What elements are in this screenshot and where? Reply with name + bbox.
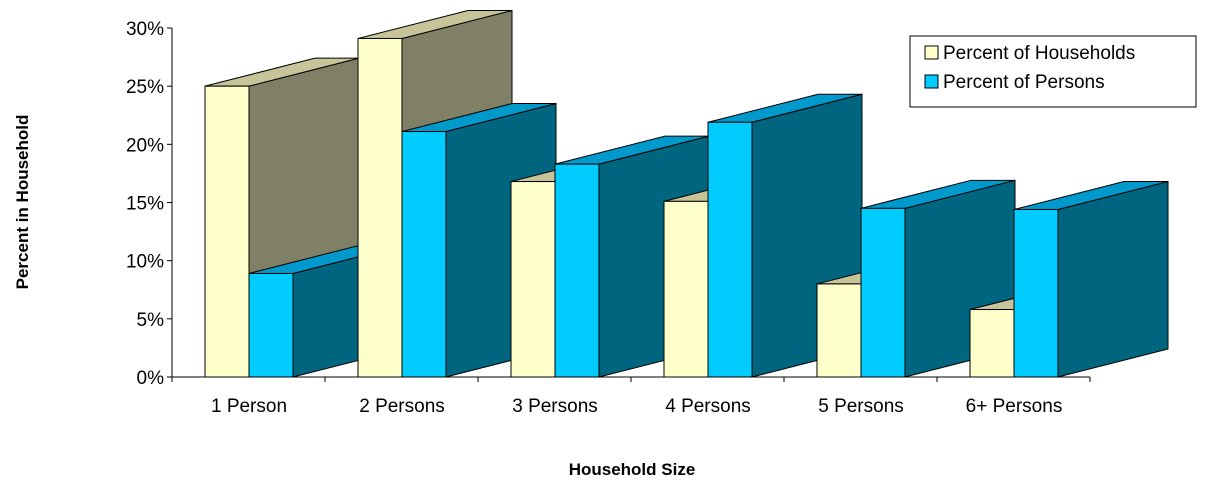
y-tick-label: 20%	[126, 135, 164, 156]
x-tick-label: 2 Persons	[359, 396, 445, 417]
y-tick-label: 30%	[126, 19, 164, 40]
y-tick-label: 15%	[126, 194, 164, 215]
x-tick-label: 3 Persons	[512, 396, 598, 417]
legend-label: Percent of Persons	[943, 72, 1105, 93]
legend-label: Percent of Households	[943, 43, 1135, 64]
y-tick-label: 0%	[137, 368, 165, 389]
bar-persons-front	[1013, 208, 1059, 378]
x-tick-label: 5 Persons	[818, 396, 904, 417]
x-tick-label: 1 Person	[211, 396, 287, 417]
y-tick-label: 5%	[137, 310, 165, 331]
x-tick-label: 6+ Persons	[966, 396, 1063, 417]
bar-households-front	[816, 283, 862, 378]
bar-persons	[1013, 180, 1169, 378]
legend-box	[909, 35, 1197, 108]
bar-households-front	[357, 37, 403, 378]
bar-persons-front	[707, 121, 753, 378]
y-tick-label: 25%	[126, 77, 164, 98]
bar-persons-side	[1057, 180, 1169, 378]
bar-persons-front	[554, 163, 600, 378]
legend-swatch	[924, 45, 939, 60]
bar-persons-front	[248, 272, 294, 378]
bar-households-front	[663, 200, 709, 378]
y-axis-title: Percent in Household	[13, 115, 32, 290]
legend-swatch	[924, 74, 939, 89]
x-axis-title: Household Size	[569, 460, 696, 479]
legend: Percent of Households Percent of Persons	[909, 35, 1197, 108]
x-tick-label: 4 Persons	[665, 396, 751, 417]
bar-households-front	[510, 181, 556, 378]
y-tick-label: 10%	[126, 252, 164, 273]
x-axis: 1 Person 2 Persons 3 Persons 4 Persons 5 Per…	[171, 376, 1091, 417]
bar-persons-front	[401, 131, 447, 378]
bars	[204, 9, 1169, 378]
bar-persons-front	[860, 207, 906, 378]
y-axis: 0% 5% 10% 15% 20% 25% 30%	[126, 19, 173, 389]
bar-households-front	[204, 85, 250, 378]
bar-households-front	[969, 309, 1015, 378]
